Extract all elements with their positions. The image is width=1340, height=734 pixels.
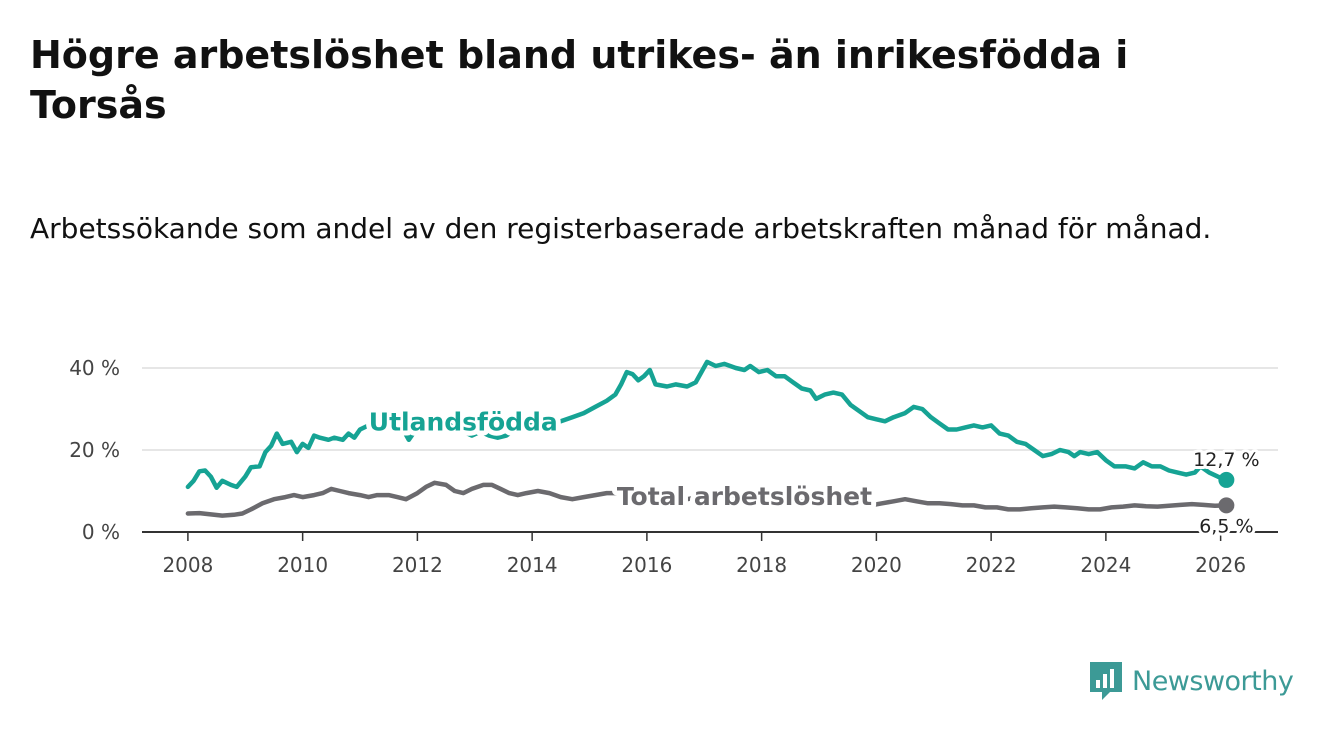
series-name-label: Utlandsfödda xyxy=(369,407,558,436)
chart-title: Högre arbetslöshet bland utrikes- än inr… xyxy=(30,33,1129,127)
x-tick-label: 2022 xyxy=(966,553,1017,577)
bar-chart-logo-icon xyxy=(1090,662,1122,700)
axes: 0 % 20 % 40 % 2008 2010 2012 2014 2016 2018 2020 2… xyxy=(69,356,1278,577)
x-tick-label: 2012 xyxy=(392,553,443,577)
x-tick-label: 2026 xyxy=(1195,553,1246,577)
series-end-point-total-arbetslöshet xyxy=(1218,497,1235,514)
x-tick-label: 2020 xyxy=(851,553,902,577)
brand-name: Newsworthy xyxy=(1132,665,1294,697)
series-end-point-utlandsfödda xyxy=(1218,471,1235,488)
series-labels: Utlandsfödda Total arbetslöshet 12,7 % 6,5 … xyxy=(364,402,1263,540)
newsworthy-logo: Newsworthy xyxy=(1088,660,1294,702)
y-tick-label: 20 % xyxy=(69,438,120,462)
y-tick-label: 40 % xyxy=(69,356,120,380)
end-value-label: 12,7 % xyxy=(1193,449,1259,471)
x-tick-label: 2016 xyxy=(621,553,672,577)
end-value-label: 6,5 % xyxy=(1199,515,1253,537)
x-tick-label: 2018 xyxy=(736,553,787,577)
x-tick-label: 2014 xyxy=(507,553,558,577)
x-tick-label: 2008 xyxy=(162,553,213,577)
x-tick-label: 2024 xyxy=(1080,553,1131,577)
gridlines xyxy=(142,367,1278,451)
chart-subtitle: Arbetssökande som andel av den registerb… xyxy=(30,212,1212,245)
x-tick-label: 2010 xyxy=(277,553,328,577)
series-name-label: Total arbetslöshet xyxy=(617,482,872,511)
series-line-total-arbetslöshet xyxy=(185,480,1229,518)
series-lines xyxy=(185,359,1235,518)
y-tick-label: 0 % xyxy=(82,520,120,544)
series-line-utlandsfödda xyxy=(185,359,1229,490)
